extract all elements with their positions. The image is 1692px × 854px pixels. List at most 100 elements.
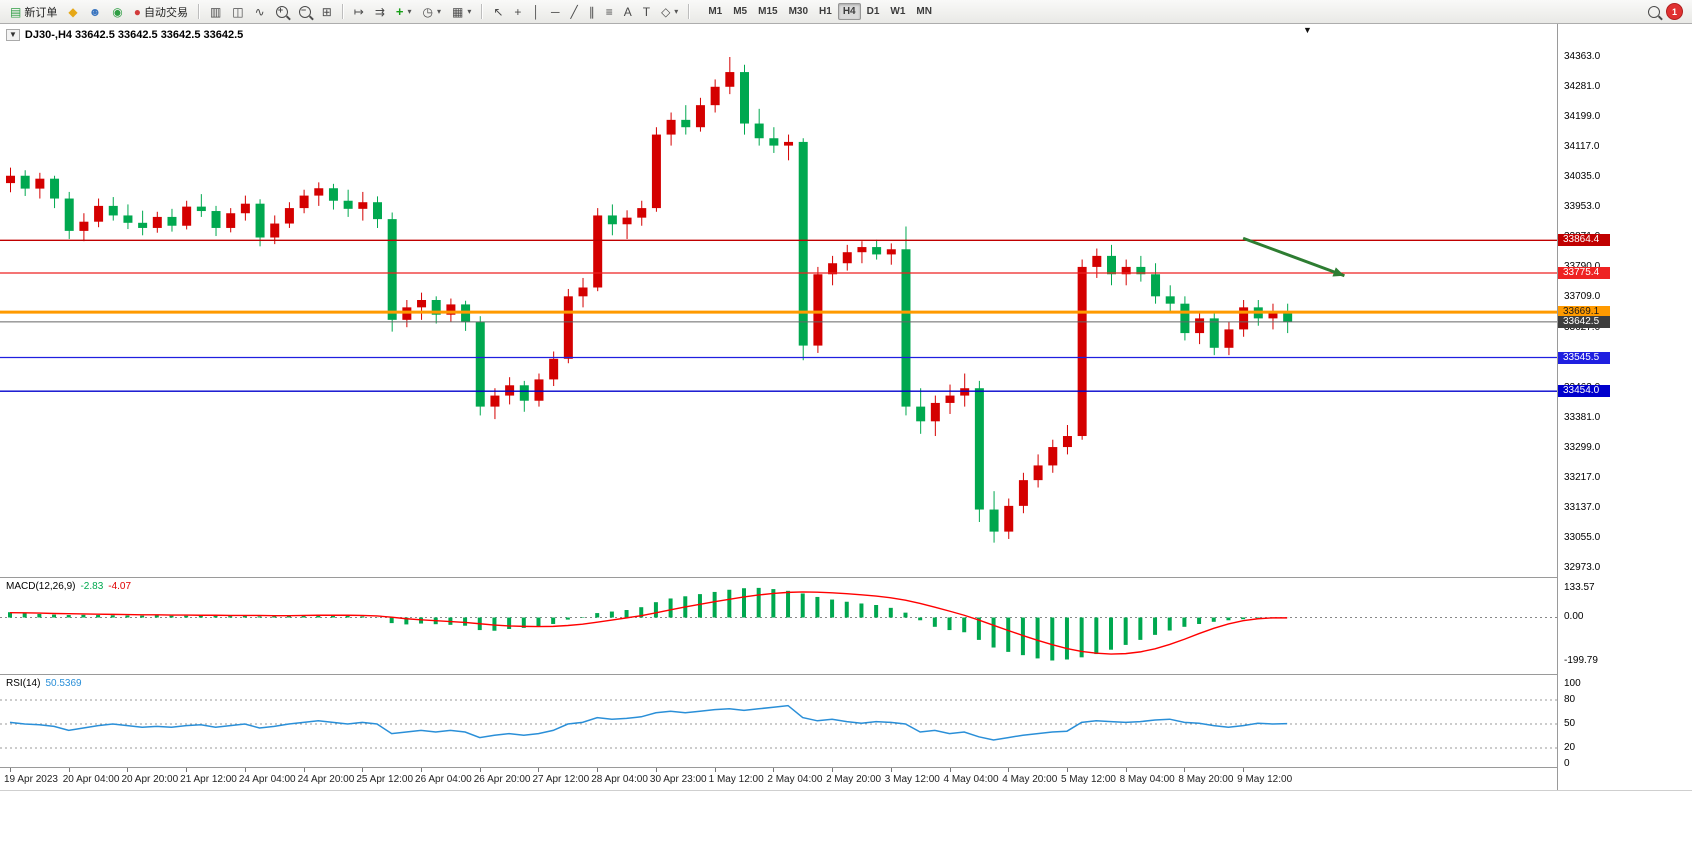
time-axis-tick: [303, 768, 305, 772]
community-button[interactable]: ◉: [107, 2, 127, 22]
cursor-tool-button[interactable]: ↖: [488, 2, 508, 22]
time-axis-tick: [538, 768, 540, 772]
fibonacci-tool-button[interactable]: ≡: [601, 2, 618, 22]
time-axis-tick: [1243, 768, 1245, 772]
time-axis-tick: [714, 768, 716, 772]
timeframe-h1-button[interactable]: H1: [814, 3, 837, 20]
globe-icon: ◉: [112, 4, 123, 19]
main-price-chart[interactable]: [0, 24, 1557, 578]
macd-scale-label: 133.57: [1564, 581, 1595, 593]
price-axis-label: 33137.0: [1564, 501, 1601, 513]
auto-scroll-icon: ↦: [353, 4, 364, 19]
chevron-down-icon: ▾: [436, 7, 441, 16]
timeframe-w1-button[interactable]: W1: [885, 3, 910, 20]
zoom-in-button[interactable]: +: [271, 2, 293, 22]
time-axis-label: 28 Apr 04:00: [591, 774, 648, 785]
auto-scroll-button[interactable]: ↦: [349, 2, 369, 22]
chart-shift-button[interactable]: ⇉: [370, 2, 390, 22]
mql5-button[interactable]: ◆: [63, 2, 82, 22]
horizontal-level-lines[interactable]: [0, 239, 1557, 392]
time-axis-tick: [1066, 768, 1068, 772]
timeframe-m15-button[interactable]: M15: [753, 3, 782, 20]
time-axis-label: 27 Apr 12:00: [532, 774, 590, 785]
rsi-indicator-panel[interactable]: [0, 675, 1557, 767]
vertical-line-tool-button[interactable]: │: [527, 2, 545, 22]
time-axis-tick: [479, 768, 481, 772]
price-axis-label: 34117.0: [1564, 141, 1600, 153]
price-axis-label: 33790.0: [1564, 262, 1600, 272]
trend-arrow-annotation[interactable]: [1242, 236, 1345, 278]
timeframe-m30-button[interactable]: M30: [784, 3, 813, 20]
price-axis[interactable]: 34363.0 34281.0 34199.0 34117.0 34035.0 33953…: [1557, 24, 1692, 790]
scroll-to-end-marker[interactable]: ▼: [1303, 25, 1312, 35]
time-axis-tick: [597, 768, 599, 772]
tile-windows-icon: ⊞: [321, 4, 332, 19]
tile-windows-button[interactable]: ⊞: [317, 2, 337, 22]
trendline-tool-button[interactable]: ╱: [565, 2, 582, 22]
new-order-button[interactable]: ▤ 新订单: [5, 2, 62, 22]
search-button[interactable]: [1643, 2, 1665, 22]
timeframe-d1-button[interactable]: D1: [862, 3, 885, 20]
bar-chart-icon: ▥: [209, 4, 222, 19]
timeframe-toolbar: M1 M5 M15 M30 H1 H4 D1 W1 MN: [703, 3, 937, 20]
timeframe-mn-button[interactable]: MN: [911, 3, 937, 20]
add-indicator-button[interactable]: + ▾: [391, 2, 417, 22]
time-axis-tick: [655, 768, 657, 772]
text-tool-button[interactable]: A: [619, 2, 637, 22]
candlestick-chart-button[interactable]: ◫: [227, 2, 248, 22]
equidistant-channel-icon: ∥: [588, 4, 595, 19]
rsi-name: RSI(14): [6, 678, 41, 689]
macd-scale-label: 0.00: [1564, 611, 1584, 622]
rsi-scale-label: 80: [1564, 694, 1576, 705]
autotrading-button[interactable]: ● 自动交易: [129, 2, 193, 22]
horizontal-line-tool-button[interactable]: ─: [546, 2, 565, 22]
macd-label: MACD(12,26,9) -2.83 -4.07: [6, 581, 131, 592]
text-label-icon: T: [642, 4, 651, 19]
timeframe-h4-button[interactable]: H4: [837, 3, 861, 20]
time-axis[interactable]: 19 Apr 2023 20 Apr 04:00 20 Apr 20:00 21 Ap…: [0, 768, 1557, 789]
periods-button[interactable]: ◷ ▾: [418, 2, 447, 22]
price-axis-label: 32973.0: [1564, 562, 1601, 574]
time-axis-tick: [10, 768, 11, 772]
notifications-badge[interactable]: 1: [1666, 3, 1683, 20]
time-axis-label: 2 May 04:00: [767, 774, 823, 785]
templates-button[interactable]: ▦ ▾: [447, 2, 476, 22]
price-axis-label: 33953.0: [1564, 201, 1601, 213]
time-axis-tick: [421, 768, 423, 772]
trendline-icon: ╱: [570, 4, 578, 19]
rsi-scale-label: 20: [1564, 742, 1576, 753]
text-tool-icon: A: [623, 4, 632, 19]
macd-series: [0, 587, 1557, 661]
time-axis-tick: [890, 768, 892, 772]
chevron-down-icon: ▾: [674, 7, 679, 16]
crosshair-tool-button[interactable]: +: [509, 2, 526, 22]
one-click-collapse-button[interactable]: ▼: [6, 29, 20, 41]
shapes-icon: ◇: [661, 4, 671, 19]
price-axis-label: 33055.0: [1564, 531, 1601, 543]
time-axis-tick: [68, 768, 70, 772]
price-axis-label: 34035.0: [1564, 171, 1601, 183]
macd-indicator-panel[interactable]: [0, 578, 1557, 674]
panel-divider[interactable]: [0, 577, 1692, 578]
time-axis-label: 4 May 20:00: [1002, 774, 1058, 785]
channel-tool-button[interactable]: ∥: [584, 2, 600, 22]
price-axis-label: 34363.0: [1564, 51, 1601, 62]
text-label-tool-button[interactable]: T: [638, 2, 655, 22]
rsi-scale-label: 0: [1564, 758, 1570, 769]
support-button[interactable]: ☻: [84, 2, 107, 22]
timeframe-m1-button[interactable]: M1: [703, 3, 727, 20]
support-person-icon: ☻: [88, 4, 102, 19]
time-axis-label: 21 Apr 12:00: [180, 774, 237, 785]
time-axis-label: 9 May 12:00: [1237, 774, 1293, 785]
timeframe-m5-button[interactable]: M5: [728, 3, 752, 20]
line-chart-button[interactable]: ∿: [250, 2, 270, 22]
shapes-tool-button[interactable]: ◇ ▾: [656, 2, 683, 22]
bar-chart-button[interactable]: ▥: [205, 2, 226, 22]
panel-divider[interactable]: [0, 674, 1692, 675]
toolbar-separator: [688, 4, 691, 19]
time-axis-tick: [127, 768, 129, 772]
zoom-out-button[interactable]: −: [294, 2, 316, 22]
autotrading-status-icon: ●: [133, 4, 141, 19]
time-axis-label: 1 May 12:00: [708, 774, 764, 785]
panel-divider[interactable]: [0, 767, 1692, 768]
